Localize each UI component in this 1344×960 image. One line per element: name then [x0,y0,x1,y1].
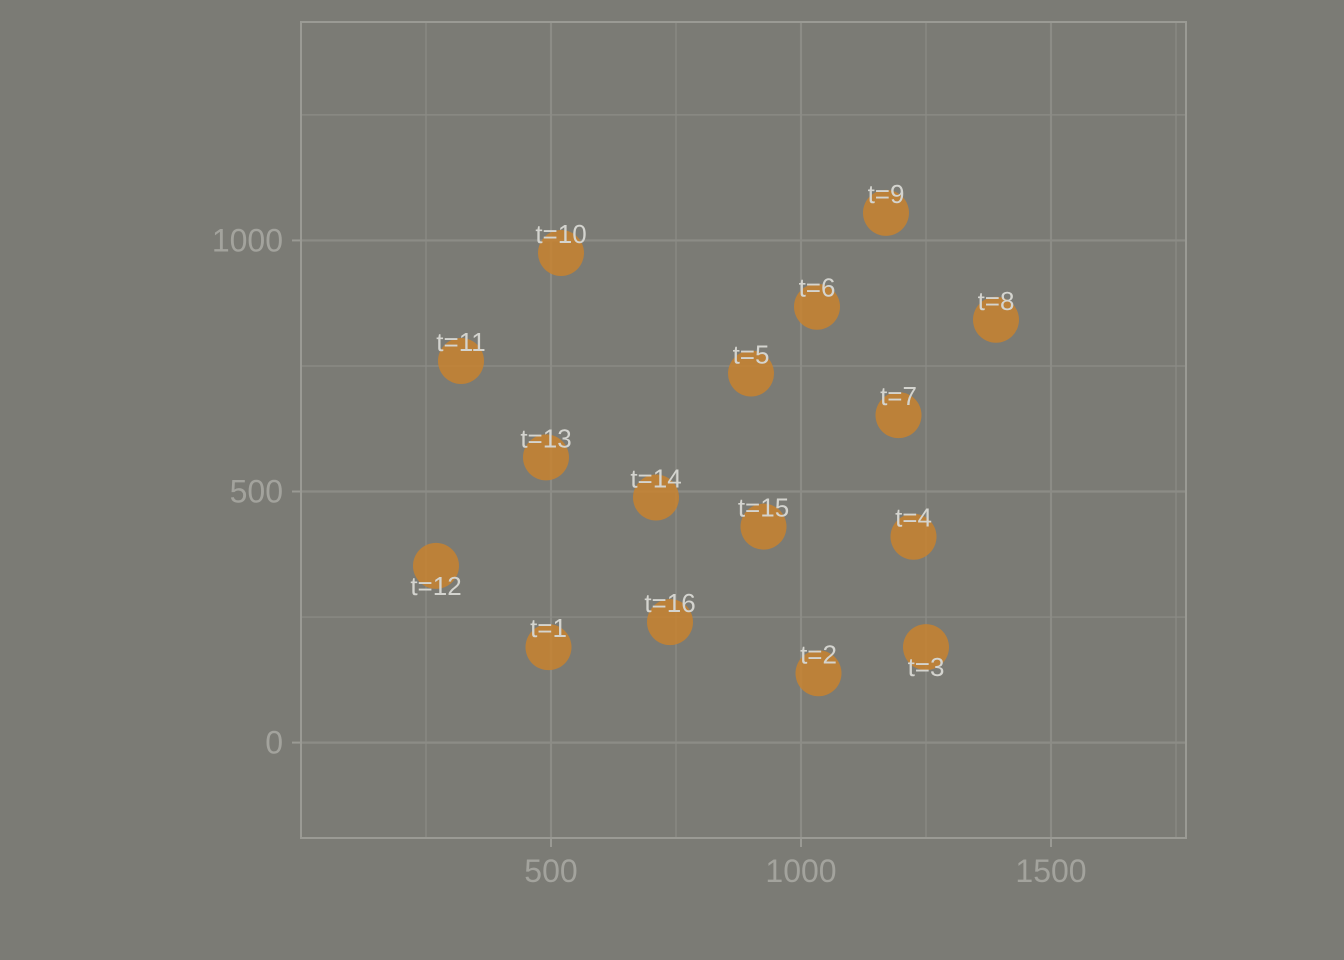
scatter-point [633,474,679,521]
point-label: t=1 [530,613,567,643]
point-label: t=16 [644,588,695,618]
scatter-point [875,392,922,439]
x-tick-label: 500 [524,853,577,889]
point-label: t=2 [800,639,837,669]
scatter-point [740,503,787,550]
point-label: t=5 [733,340,770,370]
scatter-point [523,434,569,481]
scatter-point [413,542,459,589]
x-tick-label: 1500 [1015,853,1086,889]
point-labels: t=1 t=2 t=3 t=4 t=5 t=6 t=7 t=8 t=9 t=10 t=11 t=12 t… [410,179,1014,682]
y-tick-label: 500 [230,474,283,510]
scatter-point [647,599,693,646]
point-label: t=3 [908,652,945,682]
scatter-point [794,283,840,330]
y-tick-label: 1000 [212,222,283,258]
point-label: t=8 [978,286,1015,316]
scatter-point [973,296,1019,343]
scatter-point [525,624,572,671]
point-label: t=15 [738,493,789,523]
point-label: t=12 [410,571,461,601]
point-label: t=7 [880,381,917,411]
scatter-point [890,513,937,560]
x-axis: 500 1000 1500 [524,838,1087,889]
point-label: t=6 [799,273,836,303]
scatter-point [903,624,949,671]
scatter-point [728,350,774,397]
grid [301,22,1186,838]
point-label: t=10 [535,219,586,249]
data-points [413,189,1019,697]
scatter-point [863,189,909,236]
point-label: t=14 [630,464,681,494]
y-tick-label: 0 [265,725,283,761]
x-tick-label: 1000 [765,853,836,889]
scatter-point [438,337,484,384]
point-label: t=13 [520,423,571,453]
point-label: t=11 [436,327,485,357]
scatter-point [538,229,584,276]
y-axis: 0 500 1000 [212,222,301,761]
point-label: t=4 [895,503,932,533]
scatter-point [795,650,842,697]
plot-frame [300,21,1187,839]
point-label: t=9 [868,179,905,209]
